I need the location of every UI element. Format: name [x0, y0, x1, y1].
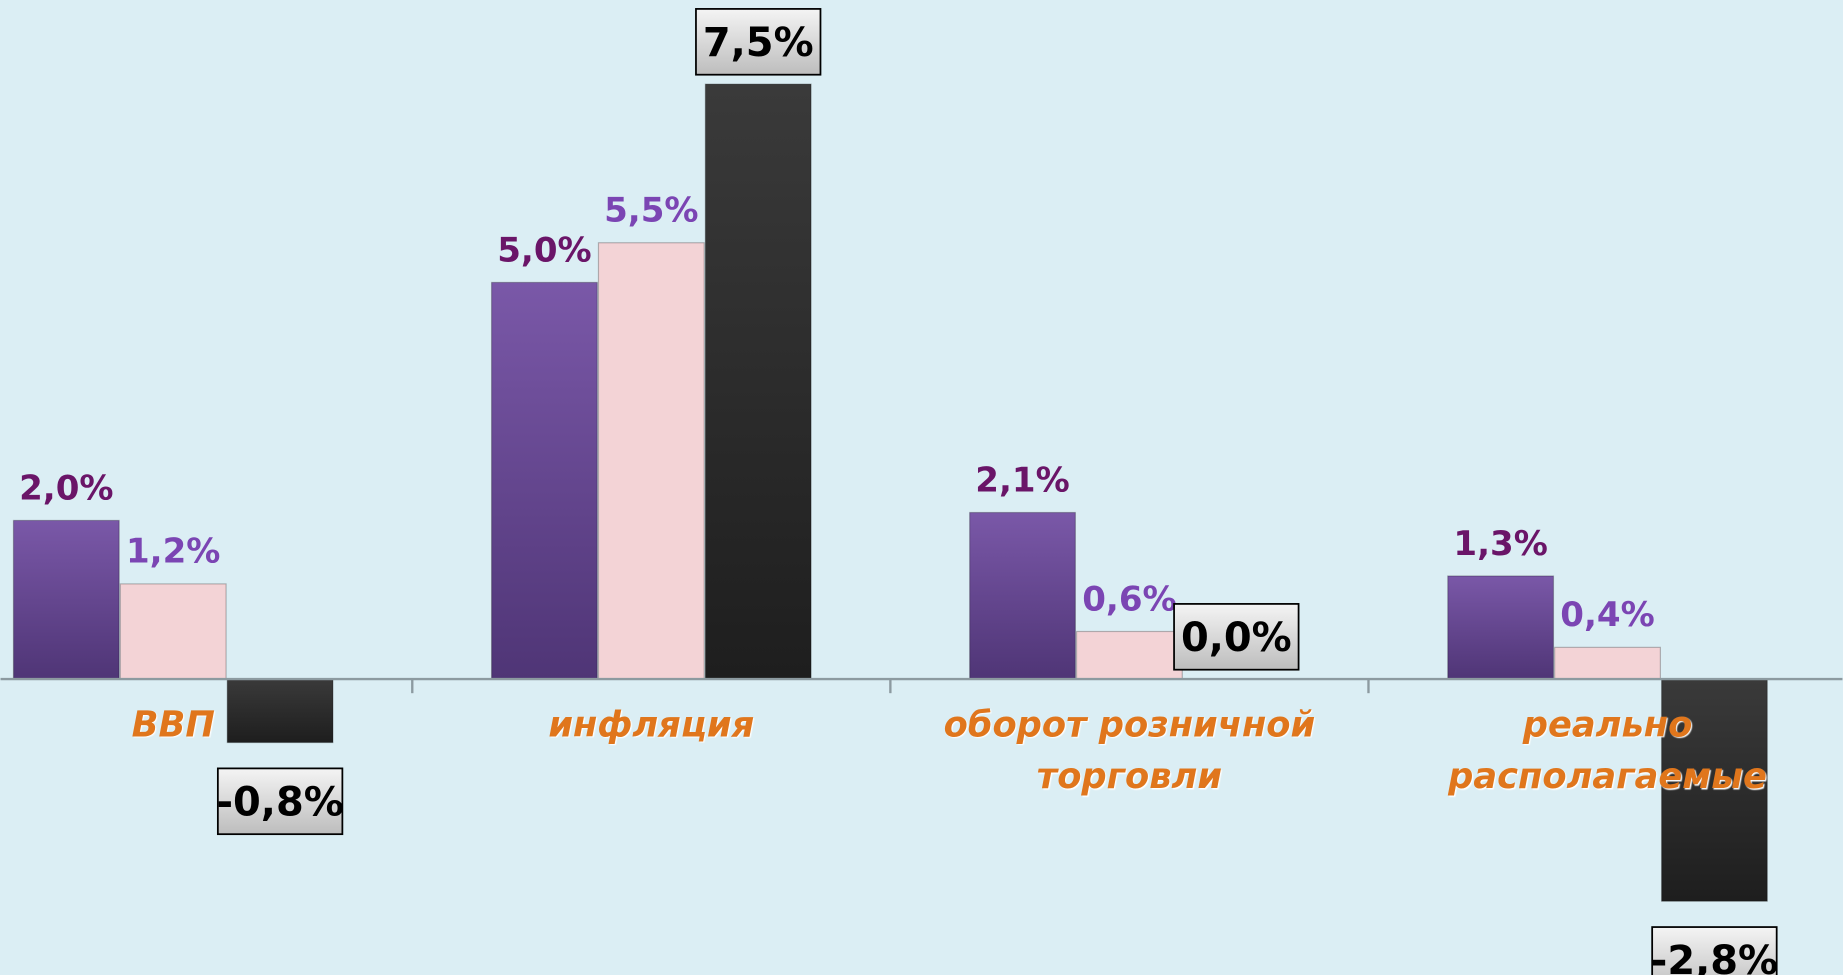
value-label-box: [695, 8, 822, 76]
value-label: 1,3%: [1453, 524, 1547, 564]
value-label: 0,4%: [1560, 595, 1654, 635]
value-label: 1,2%: [126, 532, 220, 572]
bar: [1554, 646, 1661, 680]
value-label: 5,0%: [497, 230, 591, 270]
x-tick-label: инфляция: [548, 704, 755, 747]
x-tick-label: ВВП: [131, 704, 215, 747]
bar: [12, 519, 120, 680]
x-tick-label: оборот розничной торговли: [943, 704, 1316, 798]
value-label: -2,8%: [1651, 938, 1778, 975]
bar: [226, 678, 334, 744]
x-tick-label: реально располагаемые доходы населения: [1414, 704, 1801, 818]
bar: [1075, 630, 1183, 680]
x-label-box: инфляция: [548, 704, 755, 747]
value-label-box: [1651, 926, 1778, 975]
value-label: 5,5%: [604, 191, 698, 231]
bar: [1660, 678, 1768, 902]
bar: [704, 83, 812, 680]
bar: [969, 511, 1076, 680]
bar: [490, 281, 598, 680]
x-label-box: оборот розничной торговли: [943, 704, 1316, 798]
bar: [597, 242, 705, 680]
bar: [1447, 575, 1555, 680]
value-label: 0,0%: [1181, 615, 1292, 661]
bar: [119, 583, 227, 680]
value-label: -0,8%: [216, 779, 343, 825]
value-label: 2,1%: [975, 460, 1069, 500]
value-label-box: [216, 767, 344, 836]
x-label-box: ВВП: [131, 704, 215, 747]
x-label-box: реально располагаемые доходы населения: [1414, 704, 1801, 818]
value-label-box: [1173, 603, 1300, 671]
value-label: 2,0%: [19, 468, 113, 508]
value-label: 7,5%: [703, 20, 814, 66]
value-label: 0,6%: [1082, 579, 1176, 619]
